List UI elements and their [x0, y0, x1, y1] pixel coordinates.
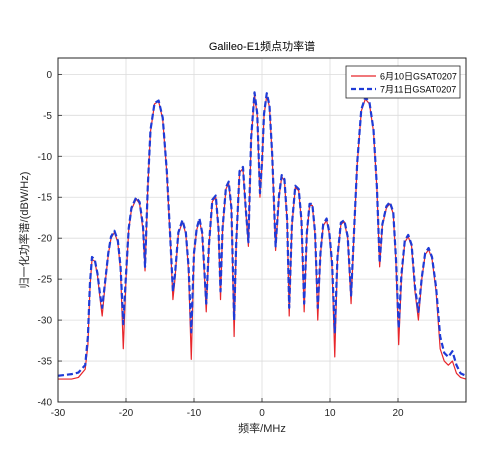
y-tick-label: -30 [38, 316, 53, 327]
legend-box [345, 65, 461, 99]
y-tick-label: -40 [38, 398, 53, 409]
chart-title: Galileo-E1频点功率谱 [209, 39, 315, 53]
series-line-2 [58, 91, 466, 377]
y-tick-label: -5 [43, 111, 52, 122]
y-tick-label: -10 [38, 152, 53, 163]
x-tick-label: -20 [119, 408, 134, 419]
x-tick-label: -30 [51, 408, 66, 419]
legend-label: 7月11日GSAT0207 [380, 85, 456, 95]
y-axis-label: 归一化功率谱/(dBW/Hz) [17, 172, 31, 289]
legend-label: 6月10日GSAT0207 [380, 72, 457, 82]
x-tick-label: 10 [324, 408, 336, 419]
legend: 6月10日GSAT0207 7月11日GSAT0207 [345, 65, 461, 99]
x-tick-label: 20 [392, 408, 404, 419]
y-tick-label: -15 [38, 193, 53, 204]
y-tick-label: -25 [38, 275, 53, 286]
series-layer [58, 91, 466, 380]
x-axis-label: 频率/MHz [238, 421, 286, 435]
y-tick-label: -35 [38, 357, 53, 368]
y-tick-label: -20 [38, 234, 53, 245]
y-tick-label: 0 [46, 70, 52, 81]
x-tick-label: -10 [187, 408, 202, 419]
ticks: -30 -20 -10 0 10 20 0 -5 -10 -15 -20 -25 -30 -35 -40 [38, 70, 404, 419]
x-tick-label: 0 [259, 408, 265, 419]
